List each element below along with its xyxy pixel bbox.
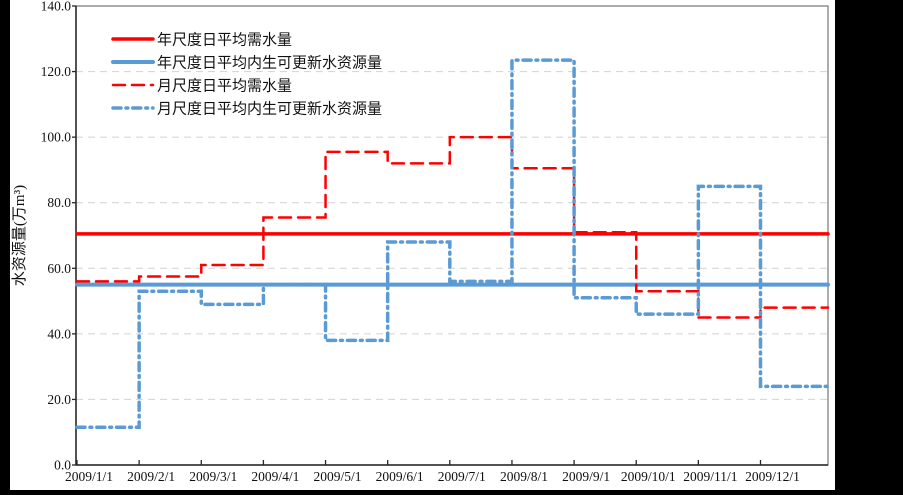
x-tick-label: 2009/6/1: [376, 469, 424, 484]
x-tick-label: 2009/11/1: [683, 469, 737, 484]
x-tick-label: 2009/1/1: [65, 469, 113, 484]
x-tick-label: 2009/10/1: [621, 469, 676, 484]
x-tick-label: 2009/5/1: [314, 469, 362, 484]
x-tick-label: 2009/8/1: [500, 469, 548, 484]
chart-container: 0.0 20.0 40.0 60.0 80.0 100.0 120.0 140.0 2009/1…: [10, 0, 835, 490]
x-tick-label: 2009/4/1: [251, 469, 299, 484]
legend-label: 年尺度日平均内生可更新水资源量: [157, 55, 382, 72]
y-tick-label: 60.0: [47, 261, 71, 276]
legend-label: 月尺度日平均内生可更新水资源量: [157, 101, 382, 118]
y-tick-label: 140.0: [41, 0, 72, 14]
x-tick-label: 2009/7/1: [438, 469, 486, 484]
monthly-demand-line: [75, 135, 830, 319]
legend-label: 月尺度日平均需水量: [157, 78, 292, 95]
monthly-renewable-line: [75, 58, 830, 430]
x-tick-label: 2009/9/1: [562, 469, 610, 484]
y-tick-label: 100.0: [41, 130, 72, 145]
y-tick-label: 20.0: [47, 392, 71, 407]
x-tick-label: 2009/2/1: [127, 469, 175, 484]
x-tick-label: 2009/12/1: [745, 469, 800, 484]
y-tick-label: 80.0: [47, 195, 71, 210]
x-tick-label: 2009/3/1: [189, 469, 237, 484]
legend-label: 年尺度日平均需水量: [157, 32, 292, 49]
y-tick-label: 0.0: [54, 458, 71, 473]
y-axis-title: 水资源量(万m³): [11, 185, 28, 286]
water-resources-chart: 0.0 20.0 40.0 60.0 80.0 100.0 120.0 140.0 2009/1…: [11, 0, 830, 484]
y-tick-label: 40.0: [47, 326, 71, 341]
y-tick-label: 120.0: [41, 64, 72, 79]
